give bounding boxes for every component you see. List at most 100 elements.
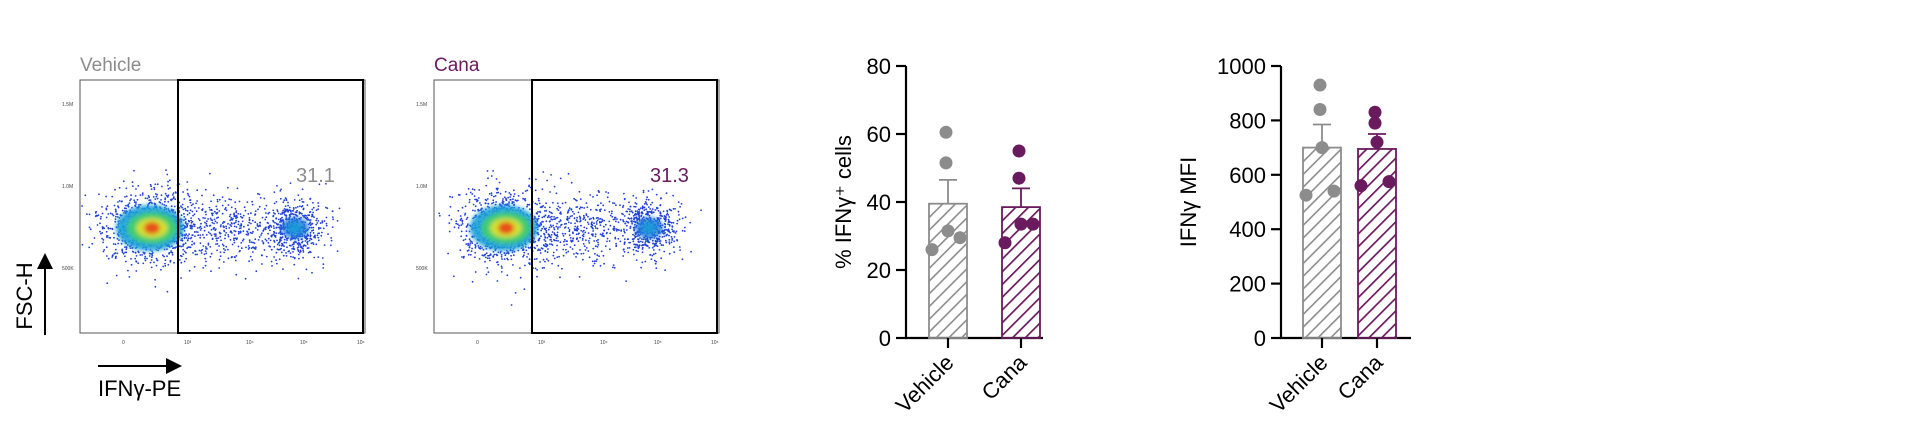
flow-event-dot: [543, 215, 545, 218]
flow-event-dot: [196, 227, 199, 229]
flow-event-dot: [641, 261, 644, 264]
flow-event-dot: [651, 212, 653, 215]
flow-event-dot: [550, 211, 553, 214]
flow-event-dot: [174, 247, 177, 249]
flow-event-dot: [317, 220, 320, 222]
flow-event-dot: [538, 237, 541, 240]
flow-event-dot: [551, 231, 554, 233]
data-point: [953, 231, 967, 245]
flow-event-dot: [269, 245, 271, 248]
flow-event-dot: [272, 225, 275, 227]
flow-event-dot: [602, 234, 605, 237]
flow-event-dot: [239, 225, 242, 227]
flow-event-dot: [241, 239, 244, 242]
flow-event-dot: [492, 170, 494, 172]
flow-event-dot: [586, 206, 589, 209]
flow-event-dot: [602, 232, 604, 235]
flow-event-dot: [221, 196, 224, 199]
flow-event-dot: [217, 216, 220, 219]
flow-event-dot: [568, 217, 571, 220]
flow-event-dot: [243, 206, 246, 209]
flow-event-dot: [206, 220, 208, 223]
flow-event-dot: [670, 236, 673, 238]
flow-event-dot: [188, 233, 191, 236]
y-tick-label: 1000: [1217, 54, 1266, 79]
flow-event-dot: [641, 206, 644, 209]
flow-event-dot: [330, 244, 332, 247]
flow-event-dot: [122, 252, 125, 255]
flow-event-dot: [467, 244, 470, 247]
flow-event-dot: [222, 247, 225, 250]
flow-event-dot: [305, 215, 307, 217]
flow-event-dot: [495, 178, 498, 180]
flow-event-dot: [233, 213, 235, 216]
flow-event-dot: [574, 225, 577, 228]
flow-event-dot: [667, 218, 670, 221]
flow-event-dot: [609, 248, 611, 251]
flow-event-dot: [255, 246, 257, 249]
flow-event-dot: [549, 216, 551, 219]
flow-event-dot: [150, 266, 153, 269]
flow-event-dot: [670, 241, 673, 244]
flow-event-dot: [313, 216, 315, 219]
flow-event-dot: [653, 245, 656, 248]
flow-event-dot: [651, 201, 654, 204]
flow-event-dot: [524, 190, 527, 193]
flow-event-dot: [468, 201, 471, 204]
flow-event-dot: [534, 240, 537, 243]
flow-event-dot: [218, 231, 221, 234]
flow-event-dot: [216, 221, 219, 224]
flow-event-dot: [545, 209, 548, 212]
flow-event-dot: [582, 252, 585, 255]
flow-event-dot: [105, 225, 108, 227]
flow-event-dot: [166, 184, 169, 187]
flow-event-dot: [227, 235, 230, 238]
flow-event-dot: [142, 251, 145, 254]
flow-event-dot: [113, 252, 116, 255]
flow-event-dot: [665, 214, 668, 216]
flow-event-dot: [488, 193, 491, 195]
flow-event-dot: [471, 242, 474, 245]
flow-event-dot: [233, 230, 236, 232]
flow-event-dot: [312, 211, 314, 214]
flow-event-dot: [276, 262, 278, 265]
flow-event-dot: [248, 218, 251, 221]
flow-event-dot: [540, 235, 542, 238]
flow-event-dot: [300, 198, 303, 200]
flow-event-dot: [282, 254, 285, 257]
flow-event-dot: [300, 212, 303, 215]
flow-event-dot: [679, 205, 681, 208]
flow-event-dot: [306, 204, 309, 207]
flow-event-dot: [533, 215, 536, 218]
flow-event-dot: [207, 242, 210, 245]
flow-event-dot: [486, 198, 489, 200]
flow-event-dot: [658, 240, 661, 243]
flow-event-dot: [623, 215, 626, 217]
flow-event-dot: [645, 198, 648, 201]
flow-event-dot: [568, 230, 571, 233]
flow-event-dot: [198, 219, 201, 222]
flow-event-dot: [660, 244, 663, 246]
flow-event-dot: [672, 246, 675, 249]
flow-event-dot: [185, 237, 188, 239]
flow-event-dot: [254, 213, 257, 216]
flow-event-dot: [317, 202, 319, 204]
flow-event-dot: [460, 230, 463, 233]
flow-event-dot: [195, 210, 198, 213]
flow-event-dot: [592, 218, 595, 220]
flow-event-dot: [503, 252, 506, 254]
flow-event-dot: [301, 188, 304, 191]
flow-event-dot: [467, 242, 469, 245]
flow-event-dot: [109, 237, 112, 239]
flow-event-dot: [318, 183, 321, 186]
flow-event-dot: [485, 252, 488, 255]
flow-event-dot: [279, 231, 282, 234]
flow-event-dot: [208, 225, 211, 227]
flow-event-dot: [540, 222, 542, 225]
flow-event-dot: [248, 228, 251, 231]
flow-event-dot: [264, 208, 266, 210]
density-level: [144, 222, 160, 234]
flow-event-dot: [282, 268, 284, 270]
flow-event-dot: [230, 222, 233, 224]
flow-event-dot: [81, 205, 83, 207]
